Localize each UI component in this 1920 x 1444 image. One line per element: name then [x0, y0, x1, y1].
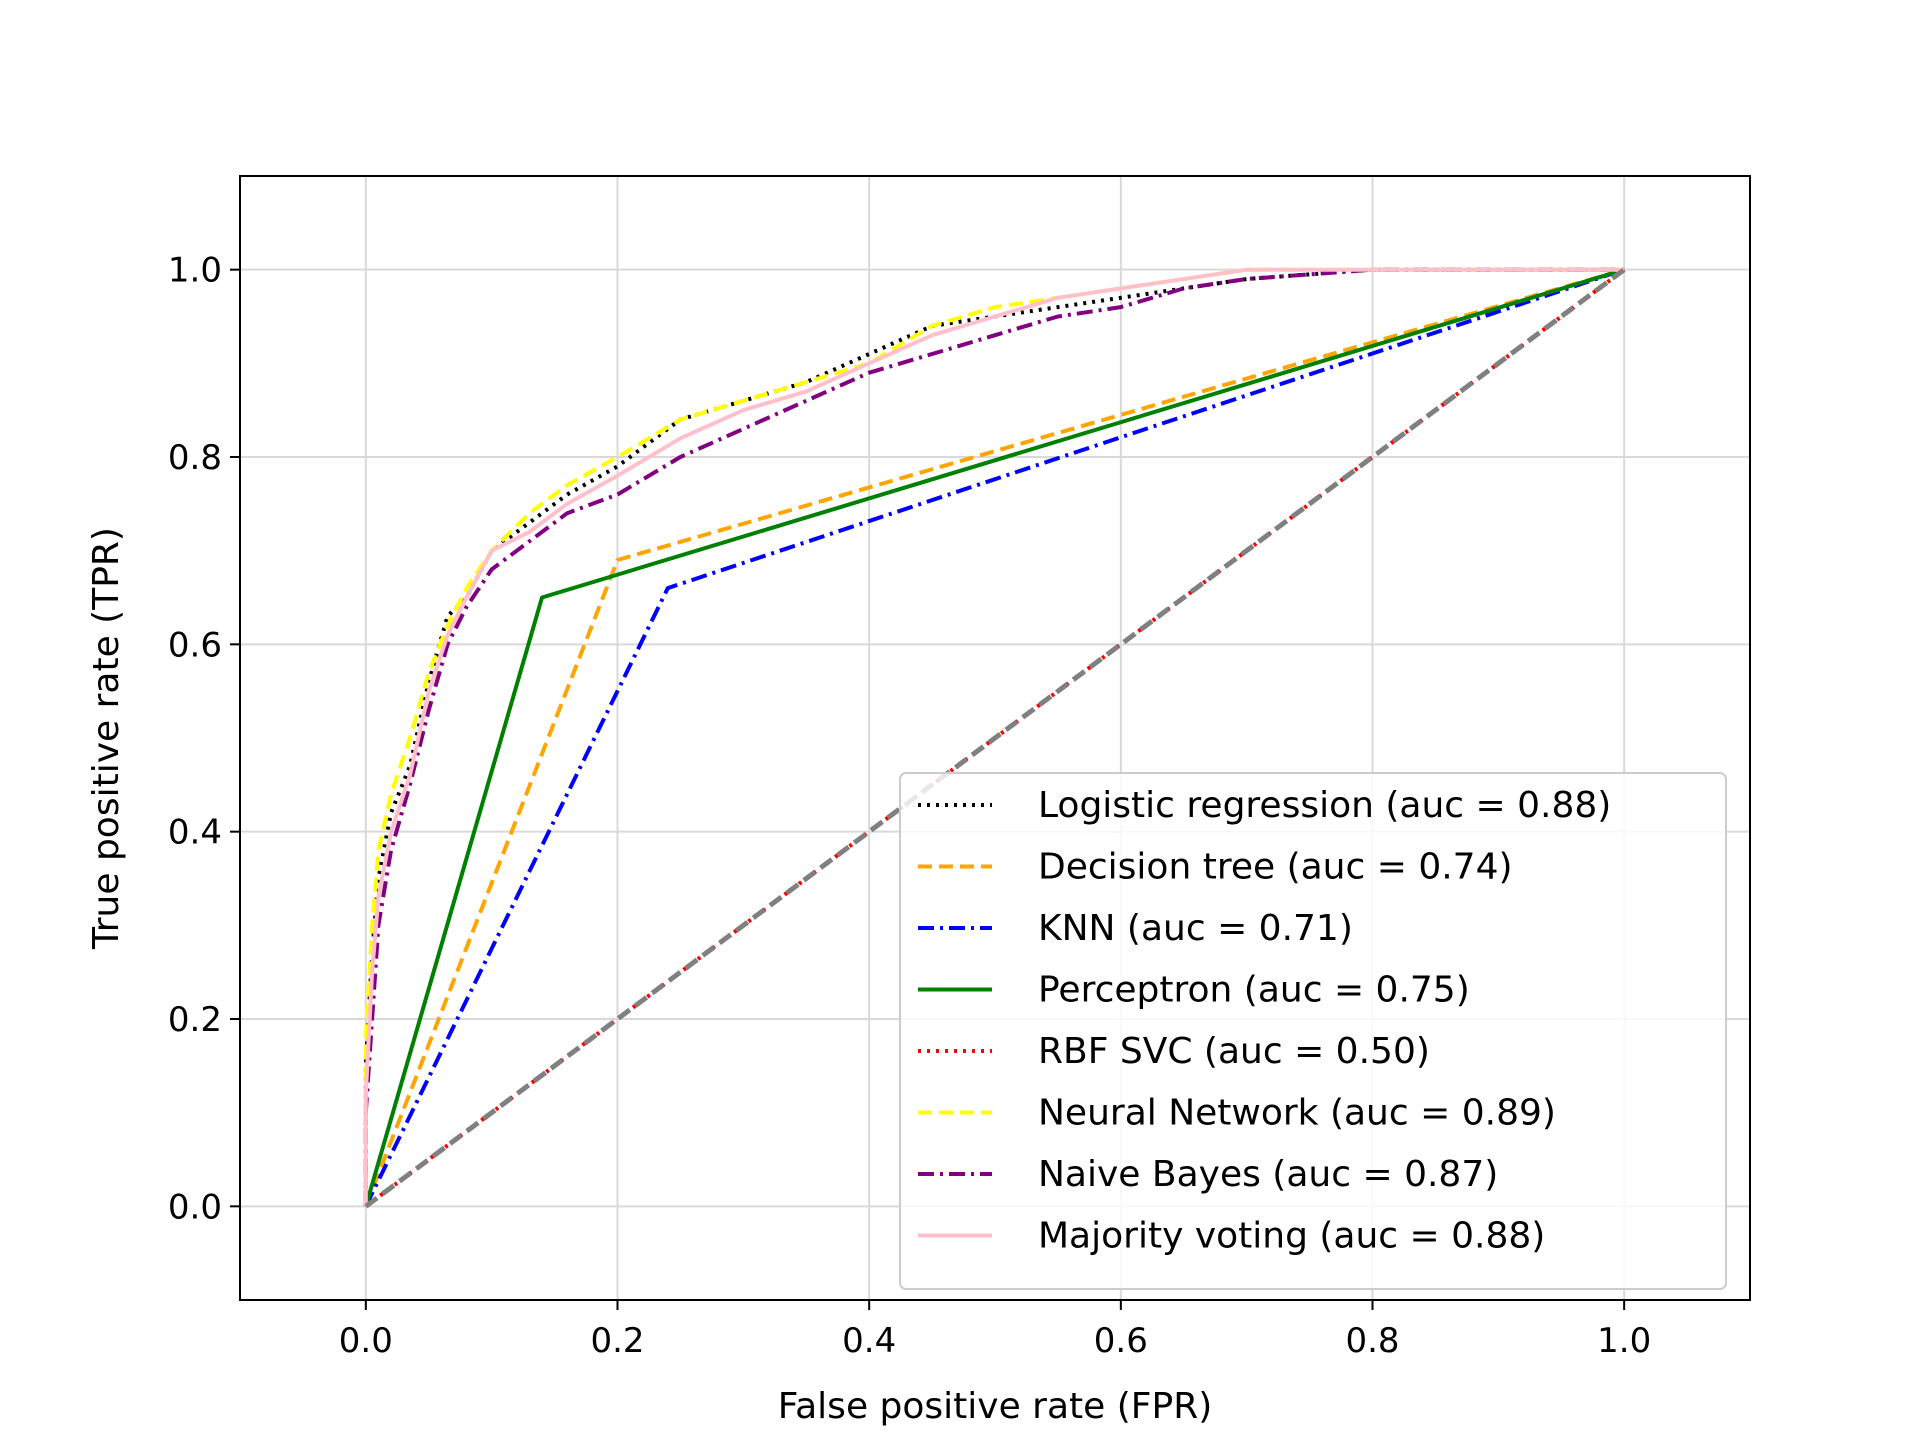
legend-label-logistic-regression: Logistic regression (auc = 0.88) [1038, 785, 1611, 826]
x-tick-label: 0.2 [590, 1321, 644, 1361]
legend-label-perceptron: Perceptron (auc = 0.75) [1038, 970, 1470, 1011]
series-layer [363, 267, 1626, 1209]
axes-frame [239, 175, 1751, 1301]
legend-label-knn: KNN (auc = 0.71) [1038, 908, 1353, 949]
y-tick-label: 1.0 [168, 251, 222, 291]
series-line-perceptron [363, 267, 1625, 1207]
x-tick-label: 0.8 [1345, 1321, 1399, 1361]
legend-label-decision-tree: Decision tree (auc = 0.74) [1038, 847, 1513, 888]
series-line-knn [364, 267, 1625, 1208]
legend-box [899, 772, 1727, 1290]
x-axis-label: False positive rate (FPR) [778, 1386, 1213, 1427]
y-tick-label: 0.2 [168, 1000, 222, 1040]
series-line-neural-network [363, 267, 1625, 1207]
x-tick-label: 0.6 [1094, 1321, 1148, 1361]
legend: Logistic regression (auc = 0.88) Decision… [899, 772, 1727, 1290]
reference-diagonal-line [364, 267, 1626, 1209]
y-tick-label: 0.8 [168, 438, 222, 478]
x-tick-label: 0.4 [842, 1321, 896, 1361]
y-tick-label: 0.0 [168, 1187, 222, 1227]
series-line-decision-tree [363, 267, 1625, 1208]
legend-label-rbf-svc: RBF SVC (auc = 0.50) [1038, 1031, 1430, 1072]
legend-label-naive-bayes: Naive Bayes (auc = 0.87) [1038, 1154, 1498, 1195]
x-tick-label: 0.0 [339, 1321, 393, 1361]
y-tick-label: 0.6 [168, 625, 222, 665]
series-line-naive-bayes [363, 267, 1625, 1207]
y-tick-label: 0.4 [168, 813, 222, 853]
tick-layer: 0.0 0.2 0.4 0.6 0.8 1.0 0.0 0.2 0.4 0.6 0.8 1.0 [168, 251, 1651, 1361]
legend-label-neural-network: Neural Network (auc = 0.89) [1038, 1093, 1556, 1134]
series-line-majority-voting [363, 267, 1625, 1207]
legend-label-majority-voting: Majority voting (auc = 0.88) [1038, 1216, 1545, 1257]
x-tick-label: 1.0 [1597, 1321, 1651, 1361]
y-axis-label: True positive rate (TPR) [86, 527, 127, 950]
